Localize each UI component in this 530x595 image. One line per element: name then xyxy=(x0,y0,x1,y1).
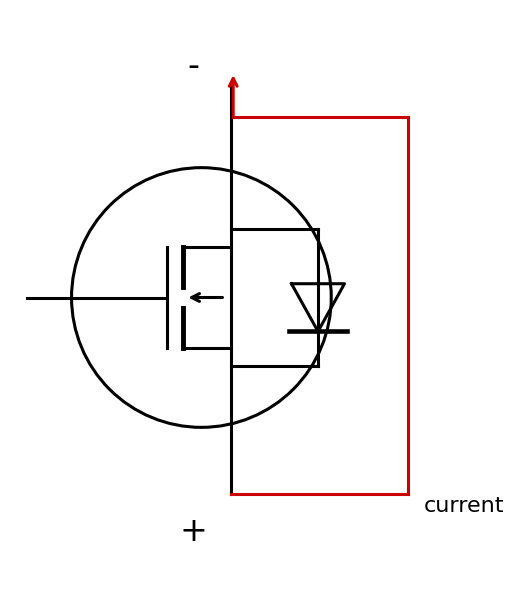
Text: current: current xyxy=(424,496,505,516)
Text: -: - xyxy=(188,50,199,83)
Text: +: + xyxy=(180,515,207,548)
